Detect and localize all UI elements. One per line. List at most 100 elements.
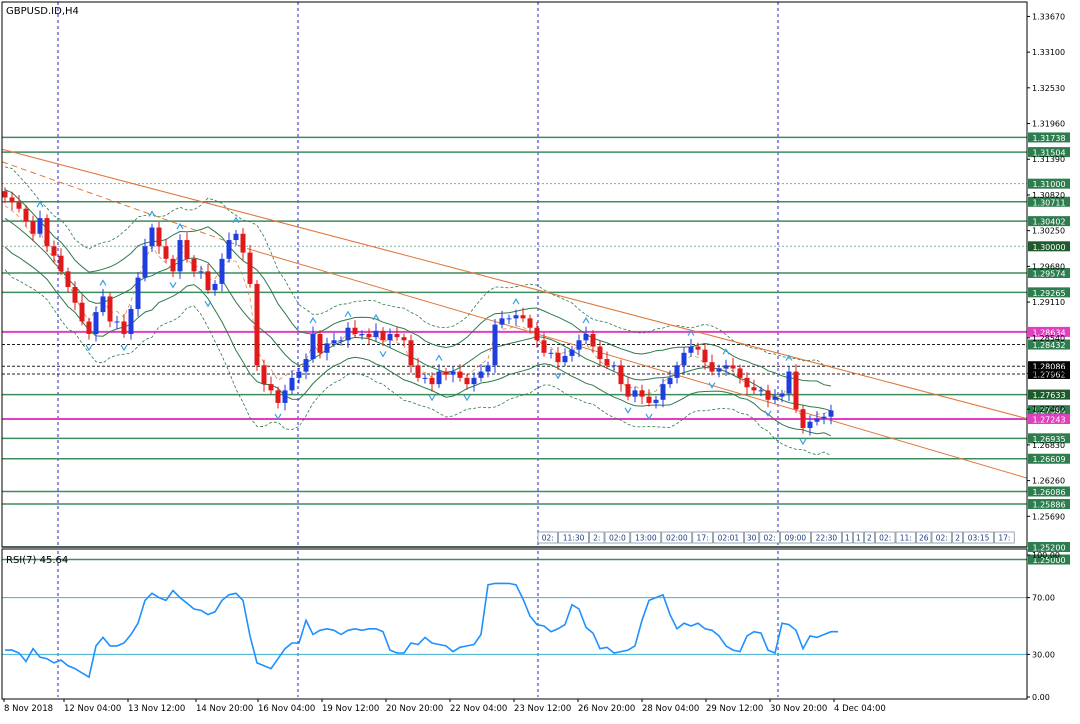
fractal-up-arrow: [435, 354, 443, 361]
time-tag-label: 11:: [900, 534, 912, 543]
fractal-down-arrow: [169, 282, 177, 289]
candle-body: [653, 399, 659, 403]
price-axis-tick-label: 1.30250: [1032, 227, 1065, 236]
candle-body: [51, 246, 57, 256]
candle-body: [709, 362, 715, 372]
fractal-down-arrow: [379, 350, 387, 358]
candle-body: [779, 393, 785, 397]
candle-body: [702, 349, 708, 363]
candle-body: [499, 318, 505, 325]
time-tag-box: [853, 531, 864, 544]
rsi-axis-tick-label: 30.00: [1032, 650, 1055, 659]
price-level-badge: [1028, 339, 1070, 350]
fractal-down-arrow: [274, 413, 282, 421]
price-level-label: 1.31738: [1032, 134, 1065, 143]
price-level-label: 1.28086: [1032, 363, 1065, 372]
price-axis-tick-label: 1.25690: [1032, 512, 1065, 521]
candle-body: [527, 318, 533, 328]
candle-body: [394, 334, 400, 338]
time-axis: 8 Nov 2018 12 Nov 04:00 13 Nov 12:00 14 Nov…: [3, 699, 886, 714]
time-tag-label: 11:30: [563, 534, 585, 543]
candle-body: [275, 390, 281, 403]
price-level-label: 1.31000: [1032, 180, 1065, 189]
fractal-arrows: [36, 200, 807, 446]
candle-body: [30, 221, 36, 234]
candle-body: [142, 246, 148, 278]
price-level-badge: [1028, 554, 1070, 565]
candle-body: [366, 334, 372, 338]
rsi-label: RSI(7) 45.64: [6, 555, 68, 566]
band-lower-line: [4, 246, 832, 437]
trend-line-dashed: [1, 161, 251, 250]
price-axis-tick-label: 1.27400: [1032, 405, 1065, 414]
candle-body: [37, 218, 43, 234]
fractal-up-arrow: [372, 313, 380, 321]
candle-body: [814, 418, 820, 422]
trend-line-lower: [249, 248, 1028, 479]
candle-body: [163, 246, 169, 259]
time-axis-label: 26 Nov 20:00: [578, 704, 635, 714]
candle-body: [58, 255, 64, 272]
fractal-up-arrow: [512, 298, 520, 305]
time-tag-box: [864, 531, 875, 544]
time-tag-label: 03:15: [968, 534, 990, 543]
candle-body: [751, 387, 757, 391]
candle-body: [625, 384, 631, 397]
candle-body: [618, 365, 624, 385]
time-tag-box: [963, 531, 994, 544]
fractal-down-arrow: [624, 407, 632, 414]
candle-body: [296, 371, 302, 378]
candle-body: [219, 258, 225, 284]
rsi-axis-tick-label: 100.00: [1032, 551, 1060, 560]
candle-body: [121, 321, 127, 335]
time-axis-label: 13 Nov 12:00: [128, 704, 185, 714]
candle-body: [583, 334, 589, 341]
time-tag-box: [895, 531, 916, 544]
fractal-up-arrow: [722, 348, 730, 355]
time-tag-label: 02:0: [609, 534, 626, 543]
candle-body: [793, 371, 799, 410]
time-tag-box: [713, 531, 744, 544]
trend-line-upper: [1, 148, 1028, 420]
candle-body: [23, 208, 29, 222]
candle-body: [240, 233, 246, 253]
candle-body: [730, 365, 736, 369]
rsi-series-line: [5, 582, 838, 679]
price-level-label: 1.25000: [1032, 556, 1065, 565]
time-tag-label: 02:: [764, 534, 776, 543]
price-axis-tick-label: 1.33100: [1032, 48, 1065, 57]
candle-body: [807, 421, 813, 428]
time-tag-box: [558, 531, 589, 544]
candle-body: [674, 365, 680, 378]
candle-body: [471, 377, 477, 385]
candle-body: [450, 371, 456, 375]
time-axis-label: 22 Nov 04:00: [450, 704, 507, 714]
candle-body: [380, 330, 386, 341]
candle-body: [681, 352, 687, 366]
candle-body: [541, 340, 547, 353]
price-level-badge: [1028, 178, 1070, 189]
candle-body: [632, 390, 638, 397]
candle-body: [352, 327, 358, 335]
price-level-label: 1.29265: [1032, 289, 1065, 298]
candle-body: [373, 330, 379, 338]
price-level-badge: [1028, 414, 1070, 425]
time-axis-label: 20 Nov 20:00: [386, 704, 443, 714]
time-tag-box: [952, 531, 963, 544]
fractal-down-arrow: [463, 394, 471, 402]
candle-body: [555, 352, 561, 363]
candle-body: [695, 346, 701, 350]
time-tag-box: [589, 531, 605, 544]
time-tag-box: [842, 531, 853, 544]
time-axis-label: 19 Nov 12:00: [322, 704, 379, 714]
time-tag-box: [875, 531, 896, 544]
candle-body: [765, 390, 771, 400]
candle-body: [338, 340, 344, 342]
time-tag-box: [931, 531, 952, 544]
time-tag-box: [744, 531, 760, 544]
candle-body: [198, 271, 204, 273]
candle-body: [744, 377, 750, 388]
price-level-badge: [1028, 499, 1070, 510]
candle-body: [107, 296, 113, 322]
candle-body: [464, 377, 470, 385]
